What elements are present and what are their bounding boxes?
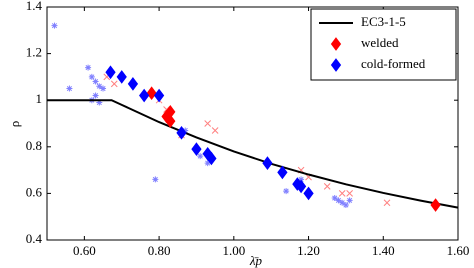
point [96,83,103,90]
x-tick-label: 0.80 [148,243,171,258]
point [339,199,346,206]
point [146,86,157,101]
legend-swatch [330,37,342,51]
point [182,127,189,134]
x-axis-label: λ̄p [249,253,263,268]
y-tick-label: 0.6 [26,184,43,199]
point [342,202,349,209]
line [47,99,459,209]
legend-label: EC3-1-5 [361,14,406,29]
point [383,199,391,207]
x-tick-label: 0.60 [73,243,96,258]
point [206,151,217,166]
point [88,73,95,80]
x-tick-label: 1.00 [222,243,245,258]
point [92,92,99,99]
point [105,65,116,80]
point [51,22,58,29]
point [96,99,103,106]
plot-frame [46,6,459,241]
point [303,186,314,201]
point [211,127,219,134]
point [323,183,331,190]
point [152,176,159,183]
point [283,188,290,195]
point [191,142,202,156]
point [127,77,139,91]
y-axis-label: ρ [7,121,22,128]
y-tick-label: 0.4 [26,231,43,246]
point [165,114,176,129]
x-tick-label: 1.20 [297,243,320,258]
x-tick-label: 1.60 [447,243,470,258]
point [338,190,346,197]
x-tick-label: 1.40 [372,243,395,258]
point [139,88,150,103]
point [100,85,107,92]
legend-swatch [330,58,342,72]
point [430,198,441,212]
point [335,197,342,204]
point [298,176,305,183]
point [204,120,212,127]
point [277,165,288,180]
y-tick-label: 0.8 [26,138,42,153]
point [197,153,204,160]
point [176,125,187,140]
point [153,88,165,103]
point [66,85,73,92]
legend-label: cold-formed [361,56,426,71]
point [295,179,307,194]
point [346,190,353,197]
point [262,156,273,170]
y-tick-label: 1.2 [26,45,42,60]
point [85,64,92,71]
point [92,78,99,85]
point [110,80,118,88]
point [331,195,338,202]
legend-label: welded [361,35,399,50]
point [204,160,211,167]
point [116,70,127,84]
y-tick-label: 1.4 [26,0,43,13]
y-tick-label: 1 [36,91,43,106]
point [346,197,353,204]
